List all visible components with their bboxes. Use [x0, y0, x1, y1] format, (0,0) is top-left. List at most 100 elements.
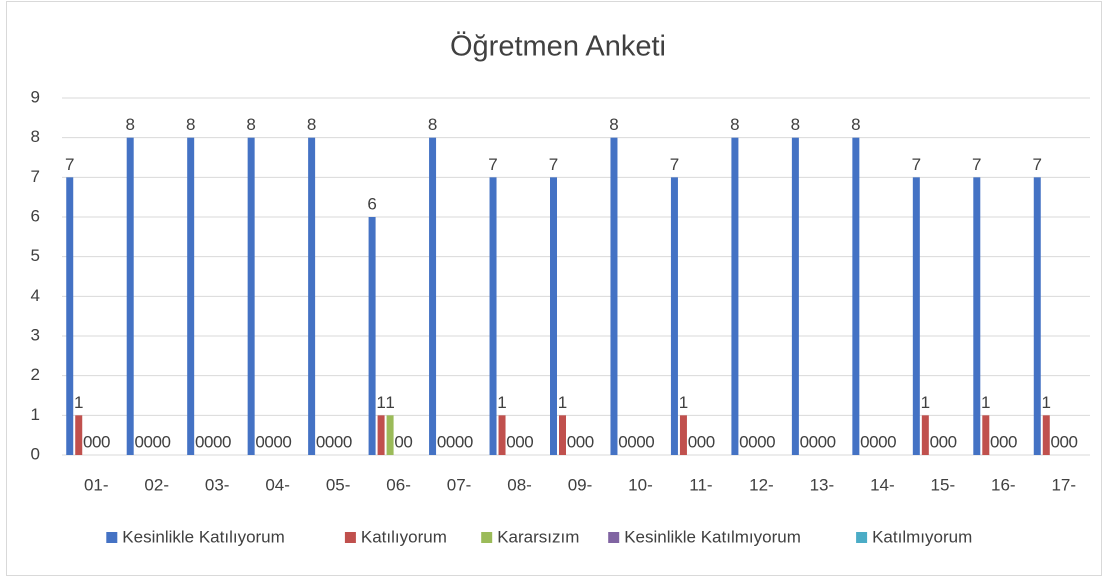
x-tick-label: 16-	[991, 475, 1016, 494]
bar	[126, 137, 134, 455]
data-label: 0	[325, 432, 334, 451]
x-tick-label: 11-	[689, 475, 712, 494]
data-label: 0	[403, 432, 412, 451]
y-tick-label: 3	[31, 325, 40, 344]
data-label: 0	[766, 432, 775, 451]
data-label: 0	[939, 432, 948, 451]
bar	[973, 177, 981, 456]
legend-label: Katılmıyorum	[872, 527, 972, 546]
x-tick-label: 01-	[84, 475, 109, 494]
data-label: 1	[679, 393, 688, 412]
bar	[679, 415, 687, 455]
y-tick-label: 0	[31, 444, 40, 463]
legend-swatch	[608, 532, 620, 543]
data-label: 1	[385, 393, 394, 412]
bar	[791, 137, 799, 455]
data-label: 0	[800, 432, 809, 451]
data-label: 1	[558, 393, 567, 412]
data-label: 0	[204, 432, 213, 451]
bar	[610, 137, 618, 455]
y-tick-label: 6	[31, 206, 40, 225]
y-tick-label: 8	[31, 127, 40, 146]
data-label: 0	[524, 432, 533, 451]
data-label: 0	[585, 432, 594, 451]
bar	[559, 415, 566, 455]
bar	[1033, 177, 1041, 456]
data-label: 7	[65, 155, 74, 174]
x-tick-label: 06-	[386, 475, 411, 494]
data-label: 7	[972, 155, 981, 174]
data-label: 1	[921, 393, 930, 412]
bar	[912, 177, 920, 456]
data-label: 0	[334, 432, 343, 451]
data-label: 0	[645, 432, 654, 451]
data-label: 8	[246, 115, 255, 134]
data-label: 0	[255, 432, 264, 451]
data-label: 0	[636, 432, 645, 451]
data-label: 7	[912, 155, 921, 174]
data-label: 0	[515, 432, 524, 451]
chart-title: Öğretmen Anketi	[450, 31, 666, 63]
bar	[386, 415, 394, 455]
x-tick-label: 04-	[265, 475, 290, 494]
bar	[670, 177, 678, 456]
data-label: 1	[981, 393, 990, 412]
data-label: 0	[394, 432, 403, 451]
bar	[1042, 415, 1050, 455]
data-label: 7	[549, 155, 558, 174]
y-tick-label: 7	[31, 167, 40, 186]
x-tick-label: 12-	[749, 475, 774, 494]
y-tick-label: 2	[31, 365, 40, 384]
bar	[187, 137, 195, 455]
data-label: 8	[307, 115, 316, 134]
x-tick-label: 05-	[326, 475, 351, 494]
data-label: 8	[428, 115, 437, 134]
legend-swatch	[856, 532, 868, 543]
data-label: 6	[367, 194, 376, 213]
bar	[75, 415, 83, 455]
data-label: 0	[437, 432, 446, 451]
data-label: 8	[186, 115, 195, 134]
data-label: 0	[576, 432, 585, 451]
bar	[429, 137, 437, 455]
data-label: 0	[990, 432, 999, 451]
data-label: 1	[74, 393, 83, 412]
data-label: 0	[930, 432, 939, 451]
data-label: 0	[818, 432, 827, 451]
bar	[308, 137, 316, 455]
data-label: 0	[887, 432, 896, 451]
data-label: 0	[860, 432, 869, 451]
y-tick-label: 4	[31, 286, 40, 305]
y-tick-label: 5	[31, 246, 40, 265]
data-label: 0	[739, 432, 748, 451]
bar	[498, 415, 506, 455]
data-label: 0	[506, 432, 515, 451]
data-label: 0	[134, 432, 143, 451]
data-label: 7	[670, 155, 679, 174]
data-label: 0	[697, 432, 706, 451]
data-label: 0	[757, 432, 766, 451]
x-tick-label: 14-	[870, 475, 895, 494]
data-label: 0	[343, 432, 352, 451]
data-label: 0	[282, 432, 291, 451]
bar	[489, 177, 497, 456]
x-tick-label: 13-	[810, 475, 835, 494]
data-label: 0	[152, 432, 161, 451]
x-tick-label: 15-	[931, 475, 956, 494]
bar	[247, 137, 255, 455]
data-label: 8	[730, 115, 739, 134]
data-label: 0	[869, 432, 878, 451]
x-tick-label: 10-	[628, 475, 653, 494]
data-label: 0	[878, 432, 887, 451]
data-label: 0	[195, 432, 204, 451]
data-label: 0	[161, 432, 170, 451]
data-label: 0	[222, 432, 231, 451]
data-label: 0	[455, 432, 464, 451]
data-label: 0	[948, 432, 957, 451]
data-label: 0	[567, 432, 576, 451]
data-label: 0	[1069, 432, 1078, 451]
x-tick-label: 08-	[507, 475, 532, 494]
bar	[982, 415, 990, 455]
y-tick-label: 1	[31, 405, 40, 424]
legend-label: Katılıyorum	[361, 527, 447, 546]
